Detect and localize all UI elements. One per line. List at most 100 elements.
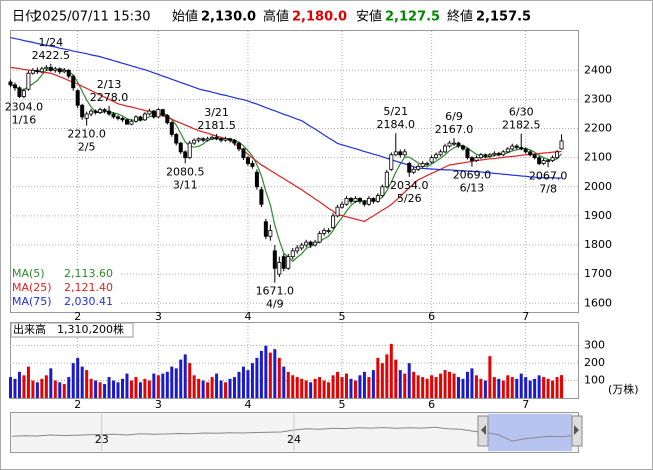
volume-bar [282,366,286,398]
volume-bar [313,378,317,398]
volume-bar [519,373,523,398]
candle-body [523,148,528,153]
candle-body [241,148,246,159]
volume-bar [67,377,71,398]
volume-bar [394,359,398,398]
candle-body [483,154,488,157]
volume-bar [9,377,12,398]
y-tick-label: 2300 [584,92,612,105]
volume-unit: (万株) [608,382,639,396]
candle-body [411,168,416,173]
volume-bar [560,375,564,398]
candle-body [492,152,497,156]
navigator-selection[interactable] [488,414,572,451]
volume-bar [129,380,133,398]
candle-body [66,69,71,77]
y-tick-label: 1900 [584,209,612,222]
candle-body [313,241,318,246]
candle-body [17,87,22,97]
volume-bar [358,375,362,398]
candle-body [344,198,349,205]
candle-body [514,145,519,148]
annotation-date: 2/13 [97,78,122,91]
candle-body [39,68,44,73]
volume-bar [143,378,147,398]
x-tick-label: 4 [244,310,251,323]
y-tick-label: 300 [584,339,605,352]
candle-body [326,230,331,232]
candle-body [192,139,197,144]
candle-body [232,139,237,144]
candle-body [559,140,564,150]
y-tick-label: 1800 [584,238,612,251]
volume-bar [327,382,331,398]
candle-body [107,110,112,115]
volume-bar [385,354,389,398]
annotation-price: 2278.0 [90,91,129,104]
candle-body [505,148,510,153]
candle-body [210,136,215,140]
candle-body [102,109,107,112]
volume-bar [71,363,75,398]
candle-body [357,198,362,202]
annotation-price: 2210.0 [67,128,106,141]
header-value: 2,127.5 [385,10,440,25]
volume-bar [515,378,519,398]
volume-bar [31,380,35,398]
header-label: 安値 [356,9,382,25]
volume-bar [497,378,501,398]
legend-name: MA(5) [12,267,45,280]
y-tick-label: 1700 [584,267,612,280]
candle-body [528,151,533,156]
volume-bar [259,350,263,398]
volume-bar [439,373,443,398]
legend-box [11,266,121,311]
volume-bar [452,373,456,398]
volume-bar [179,359,183,398]
volume-bar [403,373,407,398]
candle-body [389,154,394,170]
candle-body [111,113,116,118]
candle-body [75,90,80,106]
volume-bar [40,378,44,398]
volume-bar [174,368,178,398]
volume-bar [501,380,505,398]
candle-body [398,151,403,156]
volume-bar [250,363,254,398]
candle-body [62,69,67,73]
x-tick-label: 6 [428,310,435,323]
candle-body [35,69,40,73]
volume-bar [291,375,295,398]
volume-bar [551,380,555,398]
volume-bar [152,373,156,398]
volume-bar [371,370,375,398]
volume-bar [457,377,460,398]
volume-bar [206,382,210,398]
volume-bar [295,377,299,398]
header-value: 2,180.0 [292,10,347,25]
candle-body [474,157,479,161]
x-tick-label: 3 [155,398,162,411]
volume-bar [53,380,57,398]
candle-body [80,104,85,118]
candle-body [555,151,560,159]
candle-body [416,166,421,170]
candle-body [120,117,125,121]
candle-body [30,69,35,74]
volume-bar [183,354,187,398]
navigator-tick-label: 23 [95,433,109,446]
candle-body [384,171,389,188]
volume-bar [121,378,124,398]
candle-body [519,147,524,150]
volume-bar [241,366,245,398]
annotation-date: 4/9 [266,298,284,311]
y-tick-label: 1600 [584,296,612,309]
volume-bar [210,377,214,398]
volume-bar [125,373,129,398]
volume-bar [380,363,384,398]
candle-body [160,109,165,116]
candle-body [21,90,26,97]
volume-bar [448,371,452,398]
annotation-price: 2080.5 [166,165,205,178]
